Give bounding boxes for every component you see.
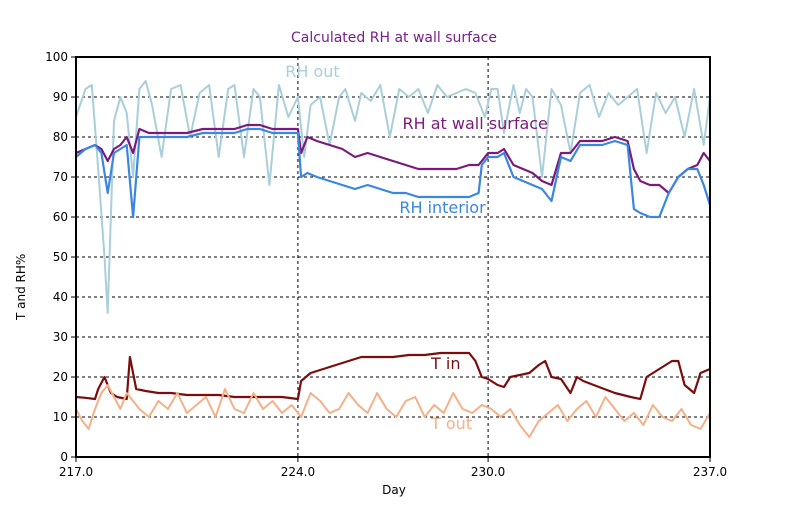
series-line-rh-at-wall-surface bbox=[75, 123, 711, 195]
x-tick-label: 237.0 bbox=[693, 465, 727, 479]
y-axis-label: T and RH% bbox=[14, 253, 28, 320]
y-tick-label: 80 bbox=[53, 130, 68, 144]
x-tick-label: 230.0 bbox=[471, 465, 505, 479]
y-tick-label: 70 bbox=[53, 170, 68, 184]
series-label-rh-interior: RH interior bbox=[399, 198, 486, 217]
y-tick-label: 90 bbox=[53, 90, 68, 104]
y-tick-label: 60 bbox=[53, 210, 68, 224]
y-tick-label: 100 bbox=[45, 50, 68, 64]
series-label-t-in: T in bbox=[430, 354, 460, 373]
x-tick-label: 224.0 bbox=[281, 465, 315, 479]
series-line-rh-interior bbox=[75, 127, 712, 219]
series-line-t-in bbox=[75, 351, 711, 401]
series-label-rh-at-wall-surface: RH at wall surface bbox=[403, 114, 548, 133]
series-line-rh-out bbox=[75, 80, 711, 314]
chart-title: Calculated RH at wall surface bbox=[291, 30, 497, 46]
grid-lines bbox=[76, 57, 710, 457]
axis-ticks: 0 10 20 30 40 50 60 70 80 90 100 217.0 224.0 230.0 237… bbox=[45, 50, 727, 479]
x-axis-label: Day bbox=[382, 483, 406, 497]
y-tick-label: 30 bbox=[53, 330, 68, 344]
y-tick-label: 0 bbox=[60, 450, 68, 464]
series-label-t-out: T out bbox=[430, 414, 472, 433]
x-tick-label: 217.0 bbox=[59, 465, 93, 479]
series-lines bbox=[75, 80, 712, 438]
y-tick-label: 10 bbox=[53, 410, 68, 424]
y-tick-label: 40 bbox=[53, 290, 68, 304]
y-tick-label: 20 bbox=[53, 370, 68, 384]
series-labels: RH out RH at wall surface RH interior T in T… bbox=[285, 62, 548, 433]
series-line-t-out bbox=[75, 384, 711, 438]
y-tick-label: 50 bbox=[53, 250, 68, 264]
series-label-rh-out: RH out bbox=[285, 62, 339, 81]
